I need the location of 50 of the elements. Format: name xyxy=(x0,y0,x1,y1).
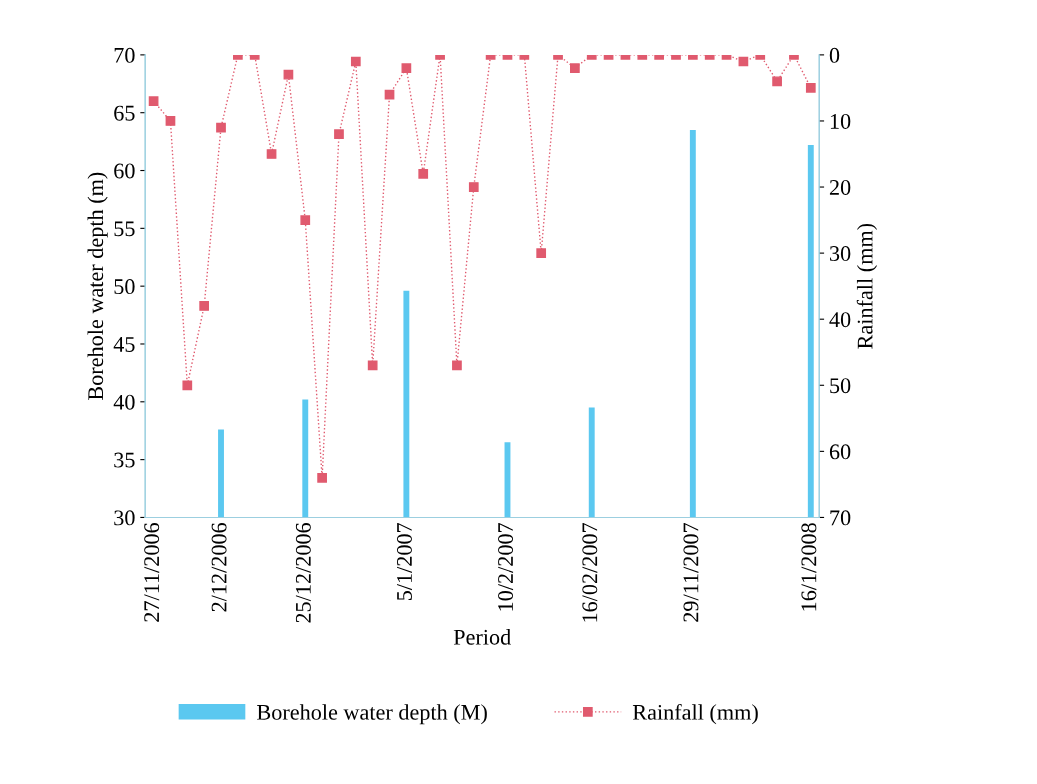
y-tick-label: 35 xyxy=(114,452,135,468)
y2-tick-label: 10 xyxy=(830,113,851,129)
point xyxy=(317,472,327,483)
y-tick-label: 55 xyxy=(114,221,135,237)
point xyxy=(283,69,294,80)
point xyxy=(418,168,429,179)
y-tick-label: 40 xyxy=(113,394,135,410)
point xyxy=(536,248,547,258)
point xyxy=(350,56,361,67)
point xyxy=(165,116,176,126)
point xyxy=(401,63,412,73)
legend-label: Rainfall (mm) xyxy=(632,703,758,725)
y2-tick-label: 30 xyxy=(830,246,851,262)
x-tick-label: 5/1/2007 xyxy=(396,522,412,601)
y-axis-title: Borehole water depth (m) xyxy=(87,172,108,400)
y-tick-label: 45 xyxy=(113,337,135,352)
y-tick-label: 30 xyxy=(114,510,135,526)
y2-tick-label: 0 xyxy=(829,47,840,63)
y2-tick-label: 50 xyxy=(830,378,851,394)
x-axis-title: Period xyxy=(453,629,511,645)
x-tick-label: 16/02/2007 xyxy=(582,522,598,622)
y-tick-label: 60 xyxy=(114,163,135,179)
y-tick-label: 70 xyxy=(114,47,135,63)
point xyxy=(216,122,226,133)
x-tick-label: 2/12/2006 xyxy=(211,522,227,612)
y2-tick-label: 70 xyxy=(830,510,851,526)
point xyxy=(300,215,311,225)
legend-label: Borehole water depth (M) xyxy=(257,704,487,725)
point xyxy=(182,380,193,391)
x-tick-label: 27/11/2006 xyxy=(144,522,160,622)
point xyxy=(452,360,462,371)
point xyxy=(468,182,479,192)
x-tick-label: 25/12/2006 xyxy=(295,522,311,623)
y2-tick-label: 40 xyxy=(829,312,851,328)
point xyxy=(148,96,159,106)
x-tick-label: 16/1/2008 xyxy=(801,523,817,611)
x-tick-label: 10/2/2007 xyxy=(498,522,514,611)
point xyxy=(199,301,210,311)
point xyxy=(367,360,378,371)
point xyxy=(266,149,277,159)
point xyxy=(334,129,344,140)
y-tick-label: 50 xyxy=(114,279,135,295)
y2-axis-title: Rainfall (mm) xyxy=(856,223,878,349)
x-tick-label: 29/11/2007 xyxy=(683,522,699,622)
point xyxy=(805,83,816,93)
y2-tick-label: 20 xyxy=(829,179,851,195)
y-tick-label: 65 xyxy=(114,105,135,121)
y2-tick-label: 60 xyxy=(829,444,851,460)
point xyxy=(772,76,782,87)
point xyxy=(570,63,580,73)
